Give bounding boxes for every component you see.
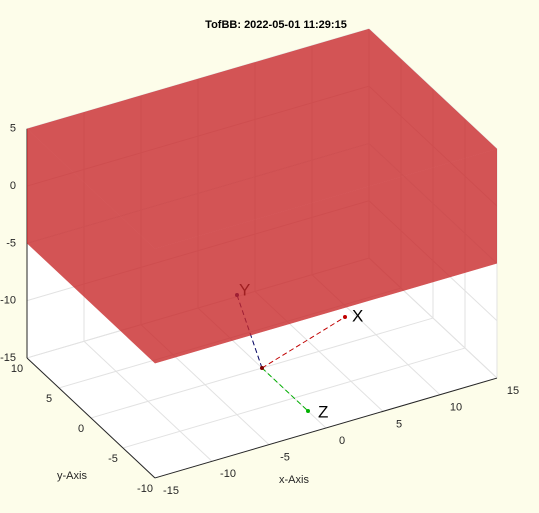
z-tick-label: -10 [0,295,16,307]
y-tick-label: -5 [108,453,118,465]
z-tick-label: -5 [6,237,16,249]
y-axis-line [26,357,156,479]
x-tick-label: -5 [280,452,290,464]
triad-tip [343,315,347,319]
box-face [27,28,497,249]
triad-label: Z [318,402,328,421]
x-axis-line [154,377,498,479]
z-tick-label: 5 [10,123,16,135]
x-tick-label: -15 [163,485,179,497]
box-face [27,128,155,364]
chart-title: TofBB: 2022-05-01 11:29:15 [205,19,347,31]
triad-label: X [352,306,363,325]
triad-axis [261,367,309,412]
x-tick-label: 5 [396,418,402,430]
x-tick-label: 10 [450,402,462,414]
x-axis-label: x-Axis [279,474,309,486]
y-tick-label: 0 [78,423,84,435]
y-axis-label: y-Axis [57,470,87,482]
x-tick-label: -10 [220,468,236,480]
triad-axis [261,316,346,369]
x-tick-label: 0 [339,435,345,447]
triad-origin [260,366,264,370]
y-tick-label: 5 [46,393,52,405]
y-tick-label: -10 [137,483,153,495]
z-tick-label: 0 [10,180,16,192]
triad-tip [306,409,310,413]
box-face [155,148,497,364]
z-tick-label: -15 [0,352,16,364]
y-tick-label: 10 [11,363,23,375]
x-tick-label: 15 [507,385,519,397]
